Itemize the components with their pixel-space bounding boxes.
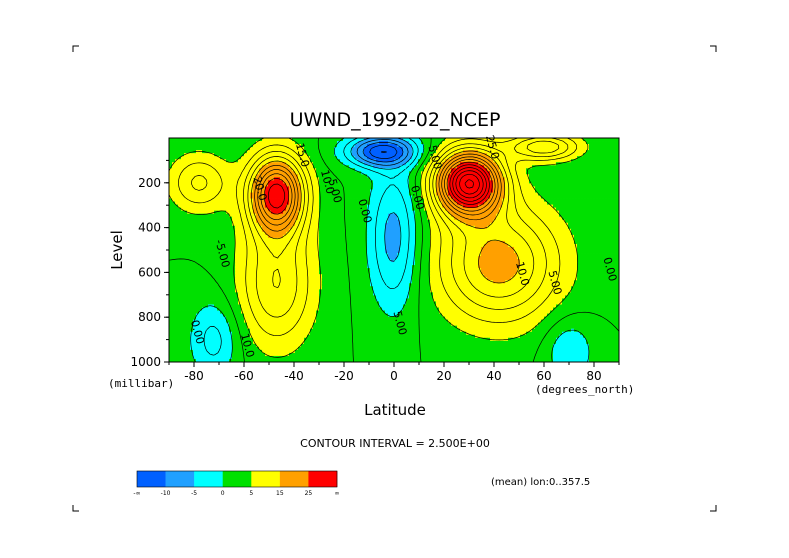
- contour-line: [362, 141, 404, 163]
- x-tick-label: 20: [436, 369, 451, 383]
- colorbar-swatch: [165, 471, 195, 487]
- contour-label: 10.0: [238, 332, 257, 359]
- contour-line: [459, 173, 480, 195]
- contour-line: [452, 167, 487, 202]
- y-tick-label: 400: [138, 221, 161, 235]
- contour-line: [257, 156, 499, 226]
- y-tick-label: 600: [138, 265, 161, 279]
- contour-line: [254, 153, 502, 232]
- y-units-label: (millibar): [108, 377, 174, 390]
- contour-label: 25.0: [483, 134, 502, 161]
- contour-line: [263, 161, 493, 215]
- contour-line: [260, 159, 496, 221]
- colorbar-swatch: [308, 471, 338, 487]
- colorbar-swatch: [251, 471, 281, 487]
- x-tick-label: 0: [390, 369, 398, 383]
- colorbar-label: 0: [221, 490, 225, 497]
- colorbar-frame: [136, 470, 338, 488]
- x-tick-label: -40: [284, 369, 304, 383]
- contour-label: 5.00: [545, 269, 564, 296]
- contour-line: [356, 139, 409, 166]
- y-tick-label: 800: [138, 310, 161, 324]
- contour-line: [268, 164, 490, 209]
- x-tick-label: -80: [184, 369, 204, 383]
- contour-line: [178, 137, 578, 337]
- contour-label: 0.00: [408, 184, 427, 211]
- contour-line: [369, 144, 398, 159]
- contour-label: 5.00: [425, 144, 444, 171]
- x-axis: -80 -60 -40 -20 0 20 40 60 80: [168, 362, 620, 383]
- contour-line: [350, 137, 414, 262]
- colorbar-swatch: [194, 471, 224, 487]
- colorbar-swatch: [137, 471, 166, 487]
- contour-line: [191, 137, 569, 318]
- contour-line: [380, 150, 387, 153]
- colorbar-label: -10: [161, 490, 171, 497]
- contour-label: 20.0: [250, 175, 269, 202]
- colorbar-label: ∞: [335, 490, 340, 497]
- y-axis: 200 400 600 800 1000: [130, 159, 169, 369]
- contour-label: 10.0: [318, 168, 337, 195]
- colorbar-label: 25: [305, 490, 313, 497]
- contour-line: [190, 137, 590, 363]
- x-tick-label: 60: [536, 369, 551, 383]
- crop-marks: [72, 45, 717, 512]
- contour-label: 0.00: [188, 318, 207, 345]
- colorbar-label: -∞: [133, 490, 140, 497]
- colorbar-swatch: [222, 471, 252, 487]
- filled-contours: [169, 138, 620, 363]
- contour-label: 0.00: [600, 256, 619, 283]
- contour-line: [251, 150, 520, 284]
- contour-line: [203, 137, 419, 356]
- contour-label: 0.00: [355, 197, 374, 224]
- x-tick-label: -20: [334, 369, 354, 383]
- colorbar-label: 5: [249, 490, 253, 497]
- x-units-label: (degrees_north): [535, 383, 634, 396]
- contour-label: 15.0: [293, 141, 312, 168]
- subset-note: (mean) lon:0..357.5: [491, 477, 590, 488]
- colorbar-swatch: [279, 471, 309, 487]
- y-tick-label: 200: [138, 176, 161, 190]
- contour-line: [168, 137, 589, 358]
- colorbar-label: 15: [276, 490, 284, 497]
- contour-label: 10.0: [513, 260, 532, 287]
- colorbar: -∞ -10 -5 0 5 15 25 ∞: [133, 470, 340, 497]
- x-tick-label: -60: [234, 369, 254, 383]
- contour-label: 5.00: [325, 177, 344, 204]
- contour-line: [168, 137, 620, 363]
- contour-labels: 20.015.010.05.000.00-5.000.00 10.05.000.0…: [188, 134, 619, 359]
- contour-line: [247, 140, 560, 298]
- contour-line: [464, 179, 474, 189]
- chart-title: UWND_1992-02_NCEP: [290, 109, 501, 131]
- colorbar-label: -5: [191, 490, 197, 497]
- x-tick-label: 40: [486, 369, 501, 383]
- contour-lines: [168, 137, 620, 363]
- contour-interval-note: CONTOUR INTERVAL = 2.500E+00: [300, 437, 490, 450]
- contour-line: [455, 170, 484, 199]
- x-axis-title: Latitude: [364, 401, 426, 419]
- contour-label: 5.00: [390, 309, 409, 336]
- x-tick-label: 80: [586, 369, 601, 383]
- y-tick-label: 1000: [130, 355, 161, 369]
- y-axis-title: Level: [108, 230, 126, 270]
